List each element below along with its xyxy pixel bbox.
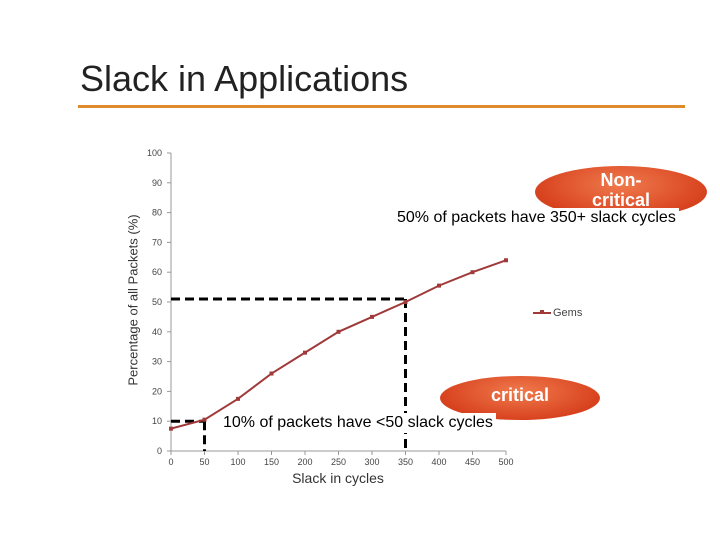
x-tick-label: 200 [297, 457, 312, 467]
data-point [470, 270, 475, 275]
x-tick-label: 150 [264, 457, 279, 467]
legend-label-gems: Gems [553, 307, 583, 319]
legend-swatch [533, 310, 551, 314]
x-tick-label: 450 [465, 457, 480, 467]
y-tick-label: 70 [152, 237, 162, 247]
y-tick-label: 10 [152, 416, 162, 426]
y-tick-label: 40 [152, 327, 162, 337]
data-point [437, 283, 441, 288]
y-tick-label: 50 [152, 297, 162, 307]
data-point [504, 258, 508, 263]
noncritical-label: Non-critical [591, 170, 651, 210]
slide-title: Slack in Applications [80, 58, 409, 99]
data-point [403, 300, 408, 304]
x-tick-label: 0 [168, 457, 173, 467]
y-tick-label: 100 [147, 148, 162, 158]
y-tick-label: 80 [152, 208, 162, 218]
x-tick-label: 250 [331, 457, 346, 467]
y-axis-label: Percentage of all Packets (%) [125, 214, 141, 386]
data-point [169, 426, 173, 431]
y-tick-label: 20 [152, 386, 162, 396]
x-axis-label: Slack in cycles [292, 470, 384, 486]
y-tick-label: 0 [157, 446, 162, 456]
title-underline [78, 105, 685, 108]
y-tick-label: 30 [152, 357, 162, 367]
legend: Gems [533, 307, 582, 319]
data-point [269, 371, 274, 376]
critical-bubble: critical [440, 376, 600, 420]
x-tick-label: 100 [230, 457, 245, 467]
data-point [202, 417, 207, 422]
critical-text: 10% of packets have <50 slack cycles [220, 413, 496, 433]
x-tick-label: 50 [199, 457, 209, 467]
y-tick-label: 60 [152, 267, 162, 277]
data-point [303, 350, 307, 355]
data-point [336, 329, 341, 334]
y-tick-label: 90 [152, 178, 162, 188]
x-tick-label: 300 [364, 457, 379, 467]
data-point [370, 314, 374, 319]
x-tick-label: 500 [498, 457, 513, 467]
critical-label: critical [490, 385, 550, 405]
data-point [236, 396, 240, 401]
x-tick-label: 350 [398, 457, 413, 467]
noncritical-text: 50% of packets have 350+ slack cycles [394, 208, 679, 228]
x-tick-label: 400 [431, 457, 446, 467]
